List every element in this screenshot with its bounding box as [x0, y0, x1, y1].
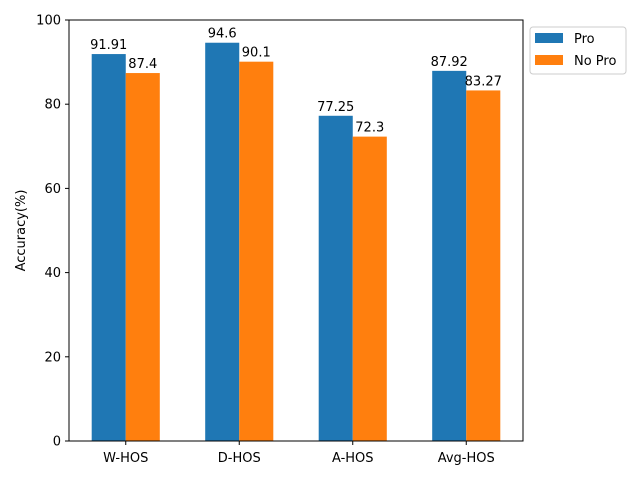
y-tick-label: 80 [44, 98, 61, 113]
legend-label: No Pro [574, 54, 616, 69]
bar-a-hos-pro [318, 115, 353, 441]
y-tick-label: 60 [44, 182, 61, 197]
x-tick-label: W-HOS [103, 451, 148, 466]
y-tick-label: 20 [44, 350, 61, 365]
data-label: 87.92 [431, 55, 468, 70]
bar-avg-hos-pro [432, 70, 467, 442]
plot-frame [68, 19, 524, 442]
y-axis-label: Accuracy(%) [14, 190, 29, 272]
data-label: 90.1 [242, 46, 271, 61]
bars-group [91, 42, 501, 442]
y-tick-label: 100 [36, 14, 61, 29]
data-label: 72.3 [355, 121, 384, 136]
data-label: 91.91 [90, 38, 127, 53]
data-label: 83.27 [465, 74, 502, 89]
y-tick-label: 40 [44, 266, 61, 281]
y-axis-ticks: 0 20 40 60 80 100 [36, 14, 69, 450]
y-tick-label: 0 [53, 435, 61, 450]
bar-d-hos-pro [205, 42, 240, 441]
x-tick-label: A-HOS [332, 451, 374, 466]
x-axis-ticks: W-HOS D-HOS A-HOS Avg-HOS [103, 441, 495, 466]
bar-w-hos-no-pro [125, 73, 160, 442]
x-tick-label: Avg-HOS [438, 451, 495, 466]
bar-w-hos-pro [91, 54, 126, 442]
bar-avg-hos-no-pro [466, 90, 501, 442]
data-label: 77.25 [317, 100, 354, 115]
data-label: 87.4 [128, 57, 157, 72]
bar-a-hos-no-pro [352, 136, 387, 441]
x-tick-label: D-HOS [218, 451, 261, 466]
data-labels-group: 91.91 94.6 77.25 87.92 87.4 90.1 72.3 83.27 [90, 27, 502, 136]
legend-swatch-no-pro [535, 55, 563, 65]
legend-label: Pro [574, 32, 595, 47]
data-label: 94.6 [208, 27, 237, 42]
bar-d-hos-no-pro [239, 61, 274, 442]
legend-swatch-pro [535, 33, 563, 43]
legend: Pro No Pro [529, 26, 627, 75]
